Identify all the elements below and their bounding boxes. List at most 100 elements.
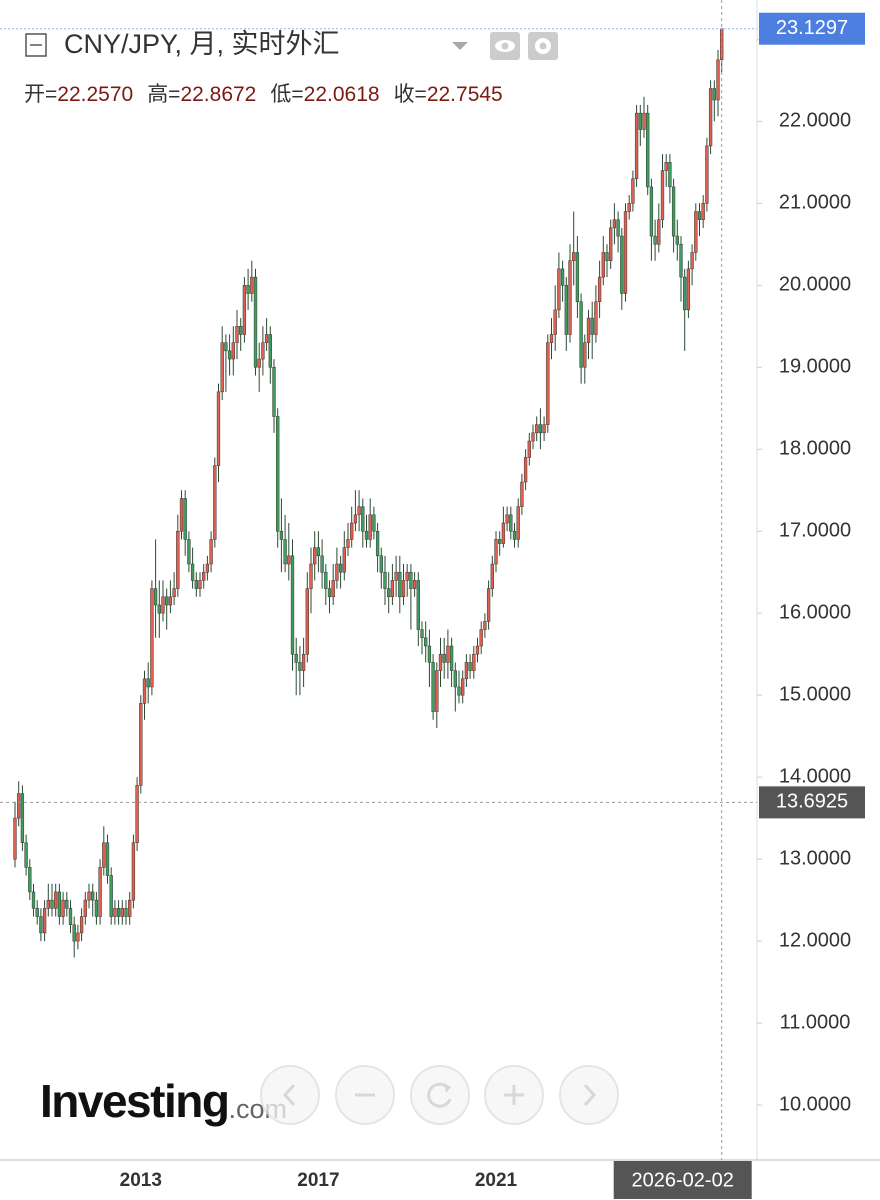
candle-body xyxy=(253,276,258,368)
candle-body xyxy=(298,662,302,671)
candle-body xyxy=(409,571,413,589)
candle-body xyxy=(165,596,169,606)
candle-body xyxy=(113,908,117,917)
legend-value: 22.7545 xyxy=(426,83,503,106)
candle-body xyxy=(638,112,642,130)
nav-zoom-in[interactable] xyxy=(484,1065,544,1125)
candle-body xyxy=(301,653,306,671)
legend-value: 22.2570 xyxy=(57,83,134,106)
candle-body xyxy=(660,170,665,220)
candle-body xyxy=(72,924,76,942)
y-tick-label: 10.0000 xyxy=(779,1093,851,1115)
candle-body xyxy=(338,563,343,573)
candle-body xyxy=(190,563,195,581)
candle-body xyxy=(535,424,539,434)
candle-body xyxy=(350,522,354,540)
candle-body xyxy=(31,891,36,909)
candle-body xyxy=(264,334,269,343)
candle-body xyxy=(124,908,128,917)
candle-body xyxy=(390,580,395,598)
candle-body xyxy=(568,260,572,335)
candle-body xyxy=(105,842,110,876)
candle-body xyxy=(276,416,280,532)
candle-body xyxy=(575,252,580,302)
x-tick-label: 2013 xyxy=(120,1170,162,1191)
candle-body xyxy=(546,342,550,425)
watermark: Investing.com xyxy=(40,1075,287,1127)
candle-body xyxy=(435,670,439,712)
candle-body xyxy=(379,555,383,573)
settings-button[interactable] xyxy=(528,32,558,60)
candle-body xyxy=(205,563,210,573)
candle-body xyxy=(42,908,47,934)
candle-body xyxy=(542,424,546,434)
header-icon[interactable] xyxy=(25,33,47,57)
candle-body xyxy=(668,162,672,188)
candle-body xyxy=(327,588,332,598)
candle-body xyxy=(453,670,457,688)
dropdown-arrow[interactable] xyxy=(452,42,468,50)
candle-body xyxy=(694,211,698,253)
candle-body xyxy=(68,908,73,925)
y-tick-label: 18.0000 xyxy=(779,438,851,460)
candle-body xyxy=(150,588,154,688)
candle-body xyxy=(153,588,158,606)
last-price-value: 23.1297 xyxy=(776,17,848,39)
candle-body xyxy=(176,530,180,589)
candle-body xyxy=(531,432,535,442)
candle-body xyxy=(109,875,113,917)
candle-body xyxy=(579,301,583,368)
candle-body xyxy=(498,539,502,544)
nav-left[interactable] xyxy=(260,1065,320,1125)
candle-body xyxy=(202,571,206,581)
candle-body xyxy=(664,162,668,171)
candle-body xyxy=(675,235,679,245)
candle-body xyxy=(601,252,605,278)
candle-body xyxy=(168,596,173,606)
candle-body xyxy=(98,867,102,917)
candle-body xyxy=(139,703,143,786)
candle-body xyxy=(250,276,254,294)
watermark-name: Investing xyxy=(40,1075,228,1127)
candle-body xyxy=(146,678,150,688)
candle-body xyxy=(368,514,372,540)
candle-body xyxy=(57,891,62,917)
candle-body xyxy=(649,186,654,237)
candle-body xyxy=(94,899,99,917)
eye-button[interactable] xyxy=(490,32,520,60)
legend-value: 22.0618 xyxy=(303,83,380,106)
candle-body xyxy=(187,539,191,565)
candle-body xyxy=(346,539,350,548)
candle-body xyxy=(523,457,528,483)
candle-body xyxy=(464,662,469,680)
candle-body xyxy=(46,899,50,909)
candle-body xyxy=(364,530,369,540)
y-tick-label: 11.0000 xyxy=(780,1011,851,1033)
candle-body xyxy=(65,899,69,909)
plot-area xyxy=(13,28,724,958)
candle-body xyxy=(527,440,531,458)
candle-body xyxy=(227,350,232,360)
legend-label: 低= xyxy=(270,83,304,106)
nav-right[interactable] xyxy=(559,1065,619,1125)
y-axis: 10.0000 11.0000 12.0000 13.0000 14.0000 15.00… xyxy=(757,28,851,1115)
candle-body xyxy=(631,178,635,204)
candle-body xyxy=(313,547,317,565)
nav-zoom-out[interactable] xyxy=(335,1065,395,1125)
candle-body xyxy=(427,645,432,663)
candle-body xyxy=(483,621,487,630)
candle-body xyxy=(116,908,121,917)
candle-body xyxy=(616,219,620,237)
nav-reset[interactable] xyxy=(410,1065,470,1125)
candle-body xyxy=(594,301,598,335)
candle-body xyxy=(331,580,335,598)
candle-body xyxy=(620,235,624,294)
candle-body xyxy=(586,317,591,343)
candle-body xyxy=(671,186,676,237)
candle-body xyxy=(557,268,561,311)
candle-body xyxy=(442,653,446,663)
candle-body xyxy=(457,686,461,696)
candle-body xyxy=(135,785,139,843)
candle-body xyxy=(394,571,398,581)
candle-body xyxy=(128,899,132,917)
